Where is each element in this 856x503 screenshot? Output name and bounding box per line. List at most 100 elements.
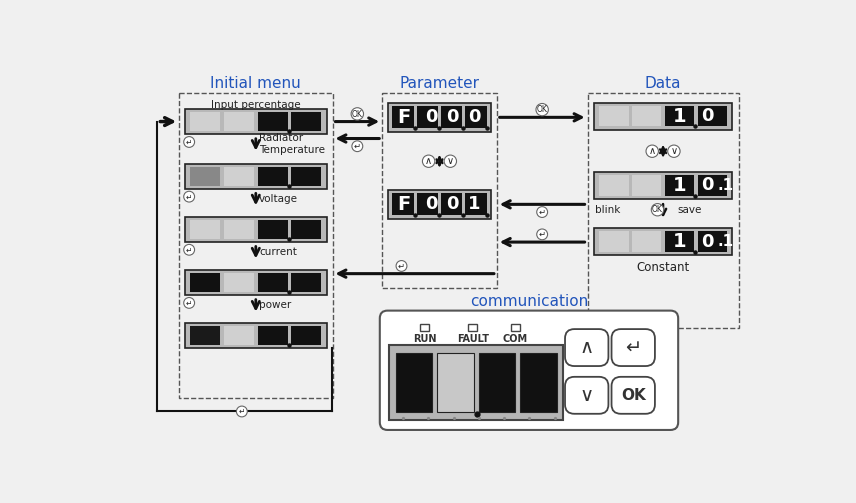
Text: ↵: ↵ [538, 208, 545, 217]
Text: ↵: ↵ [186, 192, 193, 201]
Text: .1: .1 [717, 234, 734, 249]
Text: 0: 0 [701, 177, 714, 195]
Circle shape [668, 145, 681, 157]
Text: 0: 0 [701, 107, 714, 125]
Text: 1: 1 [468, 195, 480, 213]
FancyBboxPatch shape [185, 270, 327, 295]
Bar [382, 94, 496, 288]
FancyBboxPatch shape [291, 112, 321, 131]
Text: Constant: Constant [637, 262, 690, 274]
Bar [179, 94, 332, 397]
FancyBboxPatch shape [258, 112, 288, 131]
FancyBboxPatch shape [185, 163, 327, 189]
Circle shape [646, 145, 658, 157]
FancyBboxPatch shape [291, 166, 321, 186]
Text: ↵: ↵ [239, 407, 245, 416]
Circle shape [184, 191, 194, 202]
Text: Initial menu: Initial menu [211, 76, 301, 91]
Text: COM: COM [502, 334, 528, 345]
FancyBboxPatch shape [224, 273, 254, 292]
FancyBboxPatch shape [224, 166, 254, 186]
FancyBboxPatch shape [396, 354, 432, 412]
FancyBboxPatch shape [224, 326, 254, 345]
FancyBboxPatch shape [190, 112, 220, 131]
FancyBboxPatch shape [611, 329, 655, 366]
FancyBboxPatch shape [665, 175, 694, 196]
Text: ↵: ↵ [354, 142, 361, 151]
FancyBboxPatch shape [441, 193, 462, 215]
FancyBboxPatch shape [417, 193, 438, 215]
FancyBboxPatch shape [437, 354, 473, 412]
Text: ∨: ∨ [447, 156, 454, 166]
FancyBboxPatch shape [224, 220, 254, 239]
FancyBboxPatch shape [258, 166, 288, 186]
FancyBboxPatch shape [291, 273, 321, 292]
FancyBboxPatch shape [380, 311, 678, 430]
Text: F: F [397, 195, 410, 214]
Text: 0: 0 [425, 108, 437, 126]
Text: current: current [259, 247, 297, 257]
Bar [468, 324, 478, 330]
Text: Parameter: Parameter [400, 76, 479, 91]
Text: save: save [677, 205, 701, 215]
Text: OK: OK [352, 110, 363, 119]
Text: OK: OK [537, 105, 548, 114]
FancyBboxPatch shape [479, 354, 515, 412]
Circle shape [396, 261, 407, 271]
FancyBboxPatch shape [665, 231, 694, 252]
FancyBboxPatch shape [665, 106, 694, 126]
Circle shape [184, 244, 194, 255]
Text: F: F [397, 108, 410, 127]
Text: RUN: RUN [413, 334, 437, 345]
Text: 1: 1 [673, 176, 687, 195]
FancyBboxPatch shape [258, 220, 288, 239]
Text: 0: 0 [701, 233, 714, 250]
Text: ∧: ∧ [649, 146, 656, 156]
FancyBboxPatch shape [520, 354, 556, 412]
Text: Data: Data [645, 76, 681, 91]
FancyBboxPatch shape [441, 106, 462, 128]
Text: ↵: ↵ [186, 138, 193, 147]
FancyBboxPatch shape [185, 217, 327, 242]
Bar [511, 324, 520, 330]
Text: 0: 0 [425, 195, 437, 213]
FancyBboxPatch shape [594, 172, 733, 199]
Bar [587, 94, 739, 328]
FancyBboxPatch shape [185, 323, 327, 349]
FancyBboxPatch shape [392, 106, 414, 128]
Circle shape [184, 297, 194, 308]
Text: OK: OK [621, 388, 645, 403]
Text: communication: communication [470, 294, 588, 309]
FancyBboxPatch shape [599, 231, 628, 252]
FancyBboxPatch shape [389, 190, 490, 219]
Text: Radiator
Temperature: Radiator Temperature [259, 133, 325, 155]
FancyBboxPatch shape [291, 220, 321, 239]
Text: power: power [259, 300, 291, 310]
FancyBboxPatch shape [565, 377, 609, 414]
FancyBboxPatch shape [594, 103, 733, 130]
FancyBboxPatch shape [417, 106, 438, 128]
Text: ↵: ↵ [186, 245, 193, 255]
FancyBboxPatch shape [291, 326, 321, 345]
FancyBboxPatch shape [632, 231, 662, 252]
FancyBboxPatch shape [224, 112, 254, 131]
FancyBboxPatch shape [594, 228, 733, 255]
Text: ∧: ∧ [425, 156, 432, 166]
Circle shape [444, 155, 456, 167]
Circle shape [184, 137, 194, 147]
Text: ∨: ∨ [580, 386, 594, 405]
FancyBboxPatch shape [389, 103, 490, 132]
Circle shape [537, 207, 548, 217]
FancyBboxPatch shape [258, 326, 288, 345]
Text: .1: .1 [717, 178, 734, 193]
FancyBboxPatch shape [190, 326, 220, 345]
Text: 0: 0 [447, 108, 459, 126]
Circle shape [236, 406, 247, 417]
FancyBboxPatch shape [698, 175, 727, 196]
FancyBboxPatch shape [698, 231, 727, 252]
Text: ↵: ↵ [398, 262, 405, 271]
FancyBboxPatch shape [565, 329, 609, 366]
FancyBboxPatch shape [392, 193, 414, 215]
FancyBboxPatch shape [190, 166, 220, 186]
FancyBboxPatch shape [389, 345, 563, 420]
